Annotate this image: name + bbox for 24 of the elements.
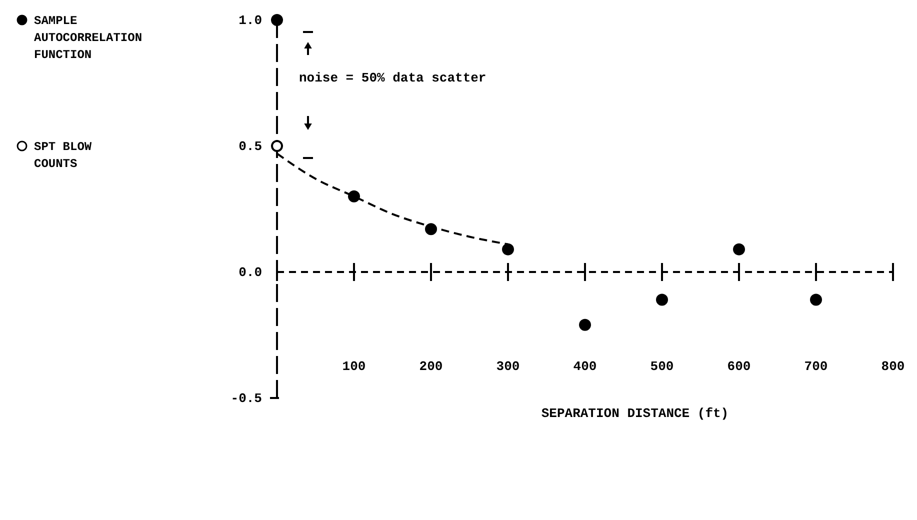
legend-label: SAMPLE AUTOCORRELATION FUNCTION	[34, 14, 142, 62]
point	[810, 294, 822, 306]
point	[579, 318, 591, 331]
point	[348, 190, 360, 202]
y-tick-label: 1.0	[238, 13, 262, 28]
point	[271, 140, 283, 152]
y-tick-label: -0.5	[230, 391, 262, 406]
x-tick-label: 600	[727, 359, 751, 374]
x-axis-title: SEPARATION DISTANCE (ft)	[541, 406, 729, 421]
legend-label: SPT BLOW COUNTS	[34, 140, 92, 171]
y-tick-label: 0.5	[238, 139, 262, 154]
point	[271, 14, 283, 26]
x-tick-label: 400	[573, 359, 597, 374]
point	[502, 243, 514, 256]
x-tick-label: 100	[342, 359, 366, 374]
point	[733, 243, 745, 256]
point	[656, 294, 668, 306]
x-tick-label: 200	[419, 359, 443, 374]
annotation: noise = 50% data scatter	[299, 70, 486, 86]
x-tick-label: 500	[650, 359, 674, 374]
x-tick-label: 800	[881, 359, 905, 374]
x-tick-label: 300	[496, 359, 520, 374]
y-tick-label: 0.0	[238, 265, 262, 280]
x-tick-label: 700	[804, 359, 828, 374]
